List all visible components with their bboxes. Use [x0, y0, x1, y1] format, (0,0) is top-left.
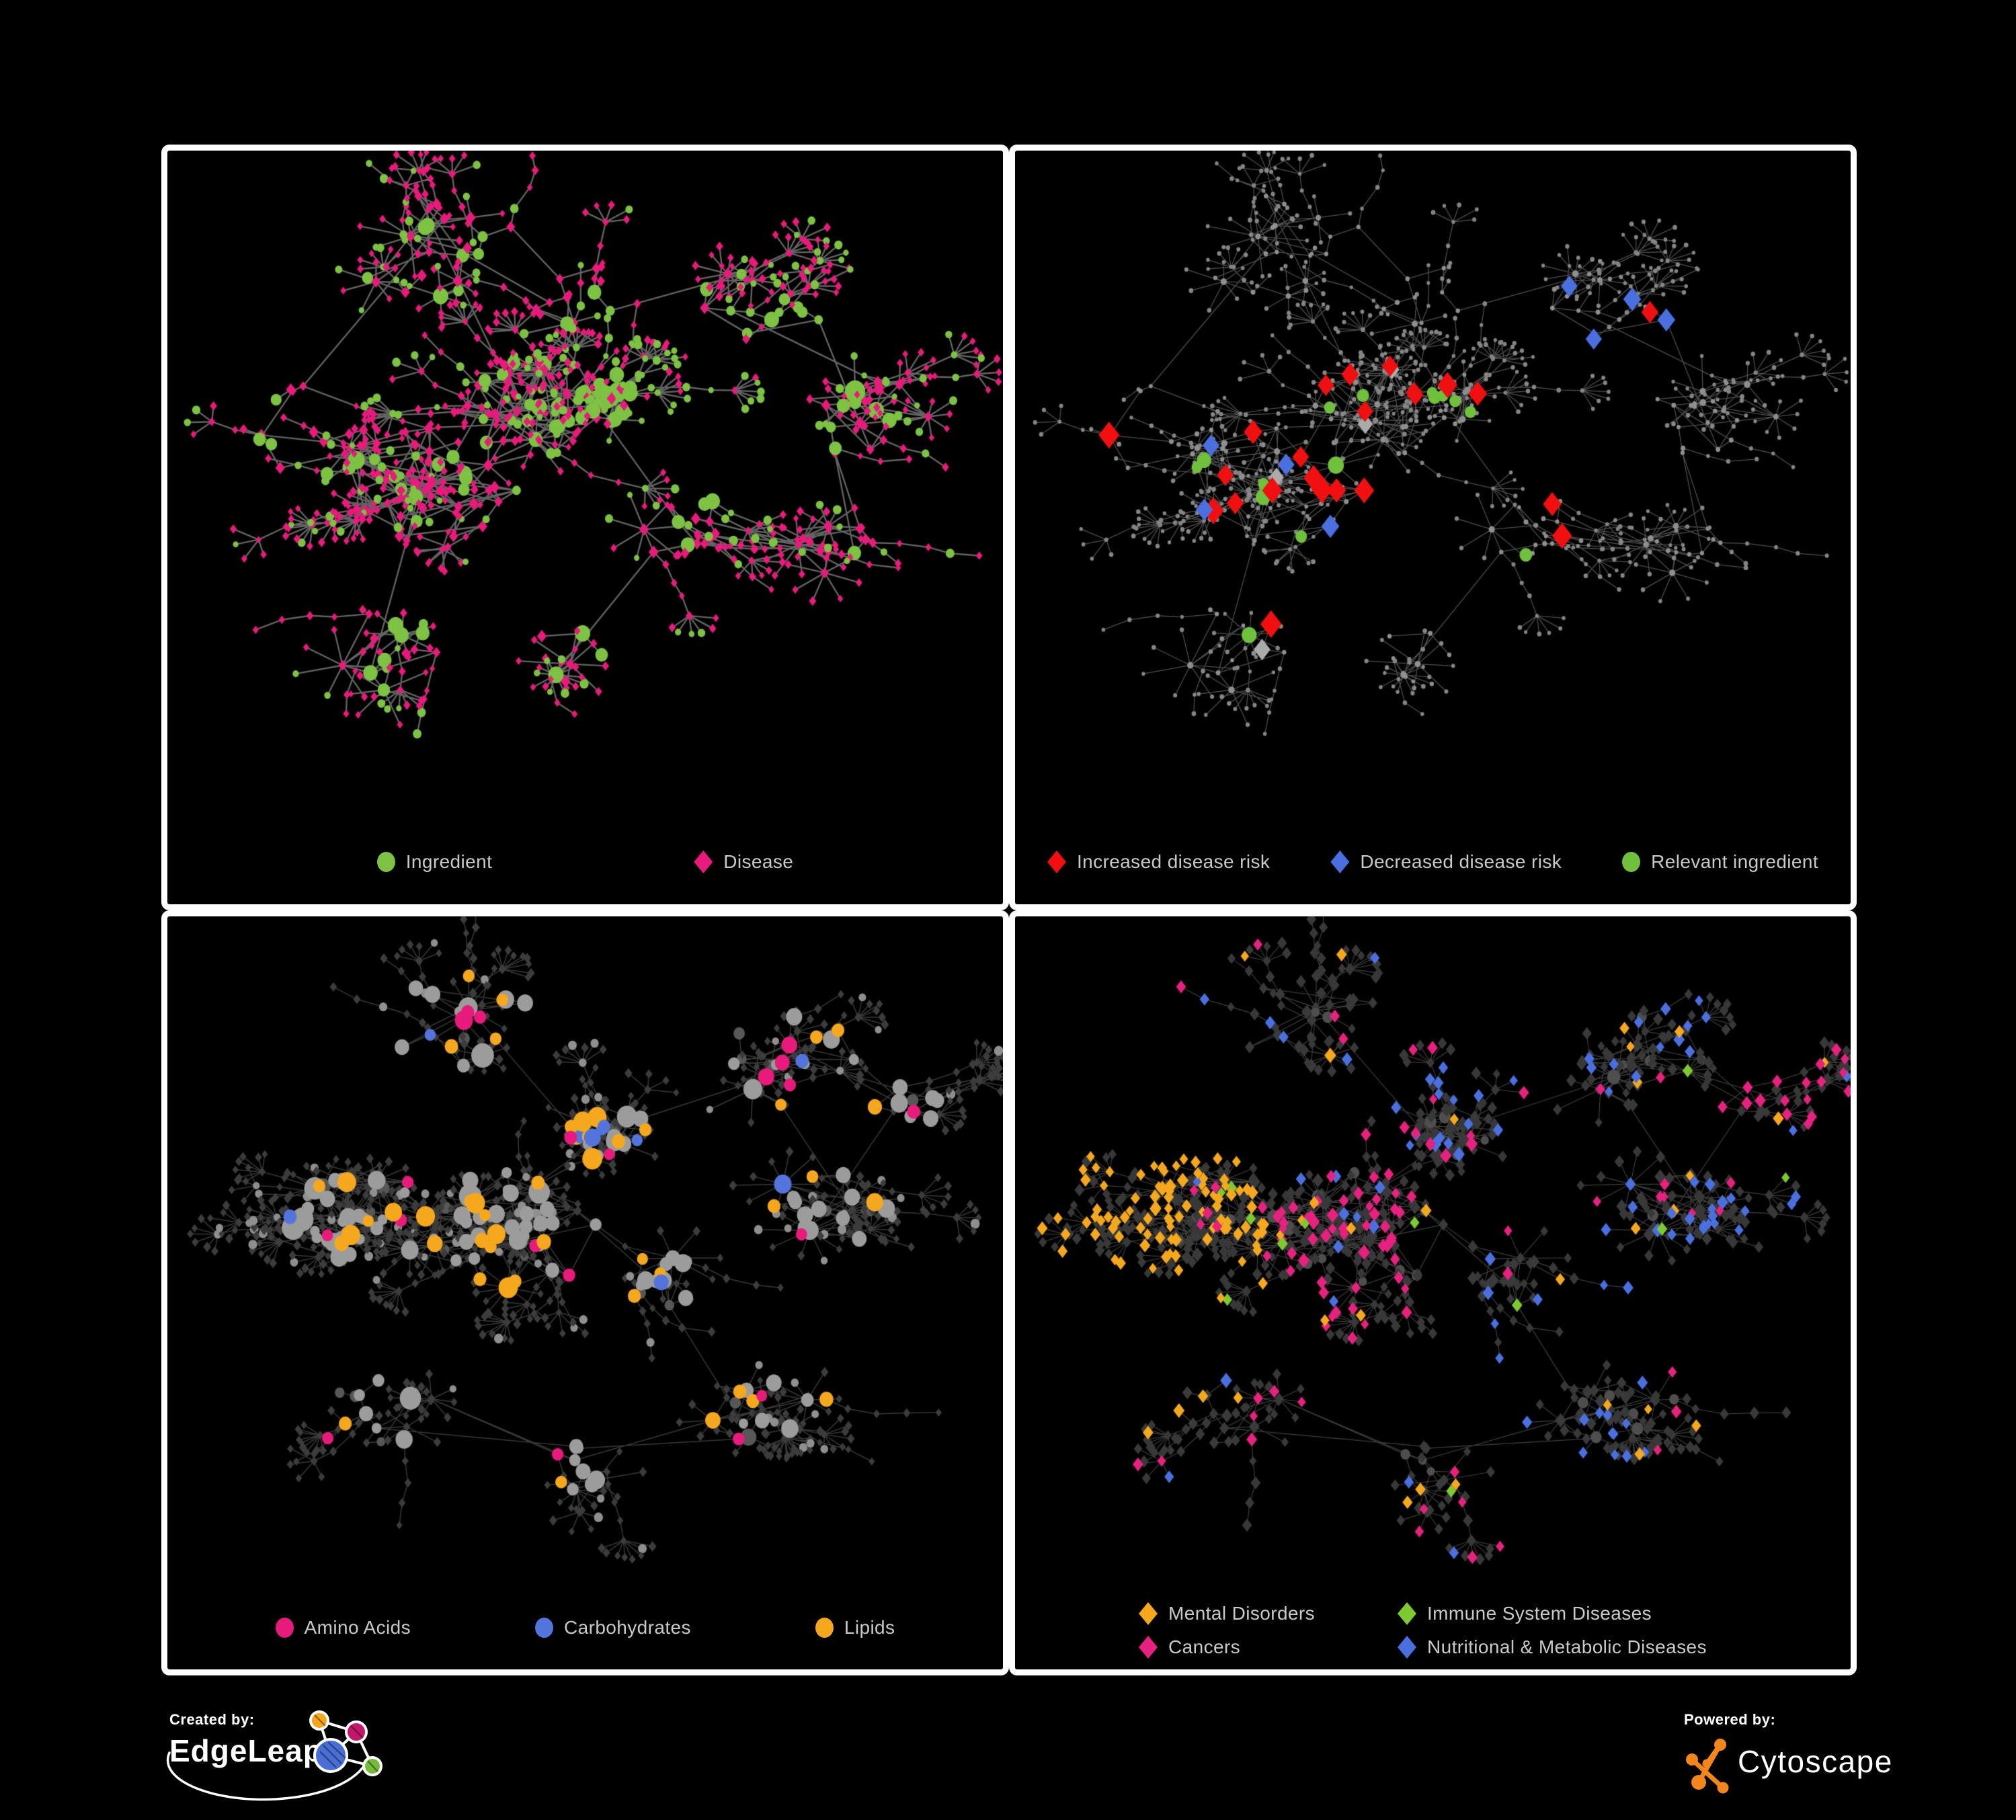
legend-label-ingredient: Ingredient — [405, 851, 493, 872]
legend-item: Mental Disorders — [1139, 1602, 1398, 1625]
disease-marker-icon — [694, 850, 713, 873]
legend-item: Lipids — [815, 1617, 895, 1638]
network-canvas-disease-risk — [1015, 151, 1851, 904]
decreased-risk-marker-icon — [1330, 850, 1350, 873]
edgeleap-logo-text: EdgeLeap — [169, 1733, 323, 1768]
edgeleap-network-icon — [309, 1710, 382, 1776]
legend-label-relevant-ingredient: Relevant ingredient — [1651, 851, 1819, 872]
amino-acids-marker-icon — [275, 1618, 294, 1638]
nutritional-metabolic-diseases-marker-icon — [1398, 1636, 1416, 1659]
edgeleap-swoosh-icon — [167, 1751, 370, 1801]
legend-item: Nutritional & Metabolic Diseases — [1398, 1636, 1707, 1659]
legend-nutrient-classes: Amino Acids Carbohydrates Lipids — [167, 1617, 1003, 1638]
cytoscape-network-icon — [1686, 1739, 1729, 1794]
legend-item: Cancers — [1139, 1636, 1398, 1659]
legend-item: Increased disease risk — [1047, 850, 1270, 873]
legend-disease-classes: Mental Disorders Immune System Diseases … — [1139, 1597, 1707, 1664]
legend-disease-risk: Increased disease risk Decreased disease… — [1015, 850, 1851, 873]
legend-label-increased-risk: Increased disease risk — [1076, 851, 1271, 872]
panel-disease-classes: Mental Disorders Immune System Diseases … — [1009, 910, 1857, 1675]
cytoscape-logo-text: Cytoscape — [1738, 1744, 1893, 1779]
panel-disease-risk: Increased disease risk Decreased disease… — [1009, 145, 1857, 910]
cancers-marker-icon — [1139, 1636, 1158, 1659]
legend-item: Immune System Diseases — [1398, 1602, 1707, 1625]
legend-item: Carbohydrates — [535, 1617, 691, 1638]
legend-label-mental-disorders: Mental Disorders — [1168, 1603, 1316, 1624]
relevant-ingredient-marker-icon — [1622, 852, 1641, 872]
legend-label-lipids: Lipids — [844, 1617, 895, 1638]
legend-item: Ingredient — [376, 851, 493, 873]
legend-item: Amino Acids — [275, 1617, 411, 1638]
legend-label-cancers: Cancers — [1168, 1636, 1241, 1657]
network-canvas-disease-classes — [1015, 916, 1851, 1669]
legend-label-decreased-risk: Decreased disease risk — [1360, 851, 1562, 872]
legend-label-disease: Disease — [723, 851, 794, 872]
cytoscape-branding: Powered by: Cytoscape — [1684, 1711, 1993, 1812]
legend-label-immune-system-diseases: Immune System Diseases — [1427, 1603, 1652, 1624]
legend-item: Relevant ingredient — [1622, 851, 1818, 873]
panel-nutrient-classes: Amino Acids Carbohydrates Lipids — [161, 910, 1009, 1675]
legend-label-amino-acids: Amino Acids — [304, 1617, 411, 1638]
legend-item: Decreased disease risk — [1330, 850, 1562, 873]
powered-by-label: Powered by: — [1684, 1711, 1776, 1728]
created-by-label: Created by: — [169, 1711, 255, 1728]
legend-label-nutritional-metabolic-diseases: Nutritional & Metabolic Diseases — [1427, 1636, 1707, 1657]
legend-ingredient-disease: Ingredient Disease — [167, 850, 1003, 873]
lipids-marker-icon — [815, 1618, 834, 1638]
increased-risk-marker-icon — [1047, 850, 1066, 873]
immune-system-diseases-marker-icon — [1398, 1602, 1416, 1625]
edgeleap-branding: Created by: EdgeLeap — [167, 1710, 573, 1812]
legend-item: Disease — [694, 850, 793, 873]
ingredient-marker-icon — [376, 852, 395, 872]
mental-disorders-marker-icon — [1139, 1602, 1158, 1625]
carbohydrates-marker-icon — [535, 1618, 554, 1638]
network-canvas-ingredient-disease — [167, 151, 1003, 904]
legend-label-carbohydrates: Carbohydrates — [564, 1617, 691, 1638]
panel-ingredient-disease: Ingredient Disease — [161, 145, 1009, 910]
network-canvas-nutrient-classes — [167, 916, 1003, 1669]
